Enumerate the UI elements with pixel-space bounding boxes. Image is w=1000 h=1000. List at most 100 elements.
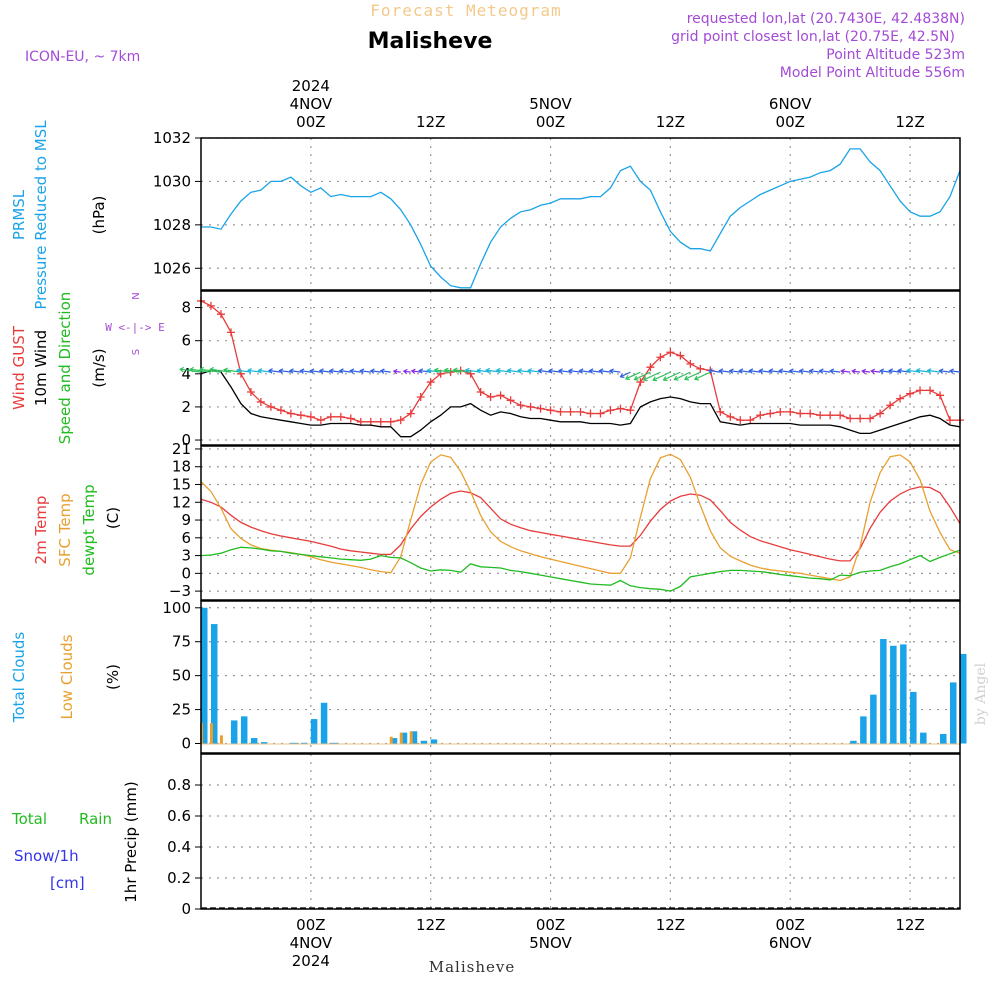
total-clouds-bar: [860, 716, 867, 744]
wind-direction-arrow: [949, 368, 961, 374]
wind-direction-arrow: [840, 368, 851, 375]
total-clouds-bar: [950, 682, 957, 744]
wind-direction-arrow: [778, 368, 791, 374]
wind-direction-arrow: [718, 368, 731, 374]
gust-marker: [826, 411, 835, 420]
y-tick-label: 9: [181, 511, 191, 529]
wind-direction-arrow: [517, 368, 531, 374]
bottom-time-label: 4NOV: [290, 934, 333, 952]
total-clouds-bar: [870, 694, 877, 744]
temp-2m-label: 2m Temp: [32, 496, 50, 565]
gust-marker: [396, 416, 405, 425]
wind-direction-arrow: [257, 368, 271, 374]
model-label: ICON-EU, ~ 7km: [25, 49, 140, 65]
wind-panel: 0 2 4 6 8: [179, 290, 964, 449]
gust-marker: [226, 328, 235, 337]
wind-direction-arrow: [338, 368, 351, 374]
wind-direction-arrow: [829, 368, 841, 374]
gust-marker: [426, 378, 435, 387]
wind-direction-arrow: [818, 368, 831, 374]
bottom-time-label: 6NOV: [769, 934, 812, 952]
gust-marker: [946, 416, 955, 425]
y-tick-label: 1032: [153, 129, 191, 147]
wind-direction-arrow: [728, 368, 741, 374]
gust-marker: [506, 396, 515, 405]
gust-marker: [286, 409, 295, 418]
gust-marker: [846, 414, 855, 423]
total-clouds-bar: [900, 644, 907, 744]
gust-marker: [386, 417, 395, 426]
gust-marker: [696, 364, 705, 373]
gust-marker: [786, 407, 795, 416]
temp-line: [200, 486, 961, 562]
wind-direction-arrow: [426, 367, 441, 374]
low-clouds-bar: [389, 736, 393, 744]
y-tick-label: 8: [181, 299, 191, 317]
wind-direction-arrow: [926, 368, 941, 374]
compass-s-label: S: [131, 349, 142, 355]
panel-frame: [200, 290, 961, 446]
gust-marker: [646, 363, 655, 372]
pressure-panel: 1026 1028 1030 1032: [153, 129, 961, 291]
precip-panel: 0 0.2 0.4 0.6 0.8: [167, 753, 961, 918]
bottom-time-label: 12Z: [895, 916, 924, 934]
wind-direction-arrow: [495, 367, 511, 374]
wind-direction-arrow: [527, 368, 541, 374]
rain-label: Rain: [79, 810, 112, 828]
cm-unit-label: [cm]: [50, 874, 85, 892]
gust-marker: [246, 388, 255, 397]
top-time-label: 2024: [292, 77, 330, 95]
gust-marker: [576, 407, 585, 416]
clouds-panel-labels: Total Clouds Low Clouds (%): [10, 632, 122, 724]
low-clouds-bar: [409, 731, 413, 744]
wind-direction-arrow: [861, 368, 871, 375]
total-clouds-bar: [300, 742, 308, 744]
prmsl-label: PRMSL: [10, 189, 28, 240]
wind-direction-arrow: [506, 368, 521, 374]
total-clouds-bar: [201, 607, 208, 744]
wind-direction-arrow: [568, 368, 581, 374]
wind-direction-arrow: [673, 371, 691, 381]
y-tick-label: 75: [172, 633, 191, 651]
wind-10m-label: 10m Wind: [32, 330, 50, 406]
y-tick-label: 18: [172, 458, 191, 476]
y-tick-label: 6: [181, 332, 191, 350]
wind-direction-arrow: [236, 367, 252, 374]
wind-direction-arrow: [633, 371, 651, 381]
y-tick-label: 15: [172, 476, 191, 494]
total-clouds-label: Total Clouds: [10, 632, 28, 724]
wind-direction-arrow: [915, 367, 931, 374]
celsius-unit-label: (C): [104, 507, 122, 529]
wind-direction-arrow: [624, 371, 641, 381]
wind-direction-arrow: [309, 368, 321, 374]
total-clouds-bar: [230, 720, 238, 744]
y-tick-label: 2: [181, 398, 191, 416]
wind-direction-arrow: [267, 368, 281, 374]
wind-direction-arrow: [443, 367, 461, 374]
gust-marker: [656, 353, 665, 362]
wind-direction-arrow: [798, 368, 811, 374]
wind-direction-arrow: [738, 368, 751, 374]
pressure-line: [201, 148, 961, 289]
panel-frame: [200, 137, 961, 291]
bottom-time-label: 5NOV: [529, 934, 572, 952]
total-clouds-bar: [850, 740, 857, 744]
gust-marker: [206, 301, 215, 310]
wind-direction-arrow: [246, 368, 262, 374]
wind-direction-arrow: [870, 368, 881, 375]
y-tick-label: 50: [172, 667, 191, 685]
dewpt-line: [200, 546, 961, 592]
y-tick-label: 0.2: [167, 869, 191, 887]
ms-unit-label: (m/s): [90, 348, 108, 387]
total-clouds-bar: [890, 645, 897, 744]
wind-direction-arrow: [410, 368, 421, 375]
y-tick-label: 1028: [153, 216, 191, 234]
clouds-panel: 0 25 50 75 100: [162, 599, 967, 754]
y-tick-label: 3: [181, 547, 191, 565]
gust-marker: [486, 392, 495, 401]
wind-direction-arrow: [888, 368, 901, 374]
gust-marker: [376, 417, 385, 426]
gust-marker: [816, 411, 825, 420]
